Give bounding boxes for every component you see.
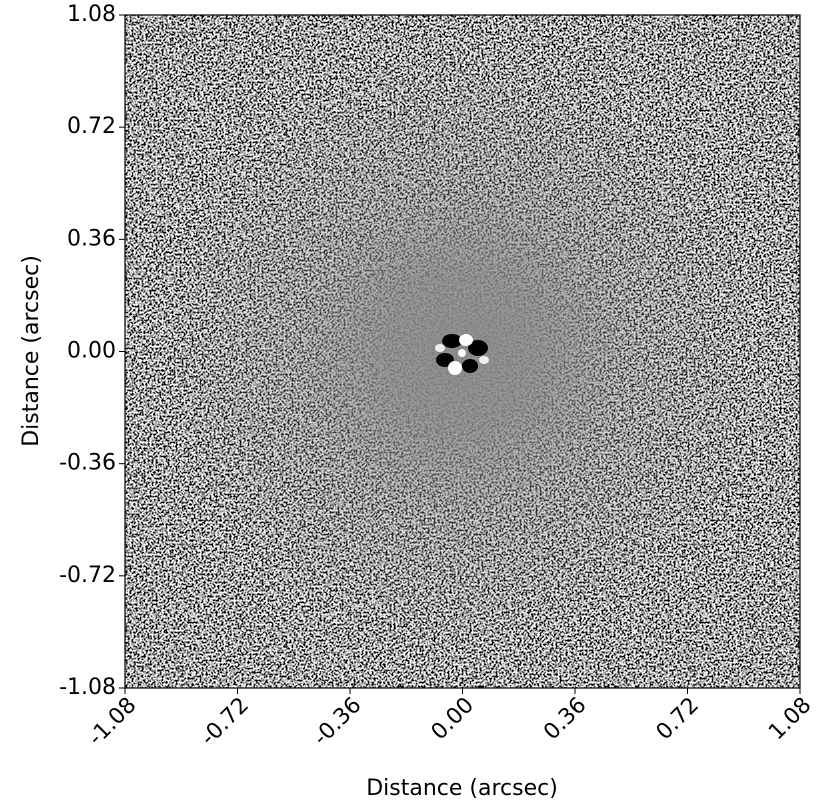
y-tick-label: 1.08: [67, 2, 116, 27]
y-tick-label: 0.36: [67, 226, 116, 251]
y-tick-label: 0.72: [67, 114, 116, 139]
x-tick-label: -0.36: [309, 693, 367, 751]
y-tick-label: -1.08: [59, 675, 116, 700]
y-tick-label: 0.00: [67, 339, 116, 364]
y-tick-label: -0.72: [59, 563, 116, 588]
x-tick-label: 0.36: [539, 693, 591, 745]
x-tick-label: 0.00: [427, 693, 479, 745]
image: [125, 15, 800, 688]
x-tick-label: -1.08: [84, 693, 142, 751]
y-axis-label: Distance (arcsec): [19, 255, 44, 447]
core: [435, 334, 489, 375]
x-tick-label: 0.72: [652, 693, 704, 745]
x-tick-label: -0.72: [196, 693, 254, 751]
x-tick-label: 1.08: [764, 693, 816, 745]
x-axis-label: Distance (arcsec): [366, 776, 558, 801]
y-tick-label: -0.36: [59, 451, 116, 476]
